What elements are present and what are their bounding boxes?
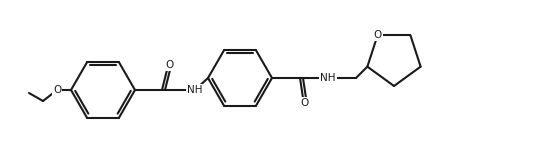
Text: NH: NH xyxy=(320,73,336,83)
Text: O: O xyxy=(300,98,309,108)
Text: NH: NH xyxy=(187,85,203,95)
Text: O: O xyxy=(53,85,61,95)
Text: O: O xyxy=(166,60,174,70)
Text: O: O xyxy=(374,30,381,40)
